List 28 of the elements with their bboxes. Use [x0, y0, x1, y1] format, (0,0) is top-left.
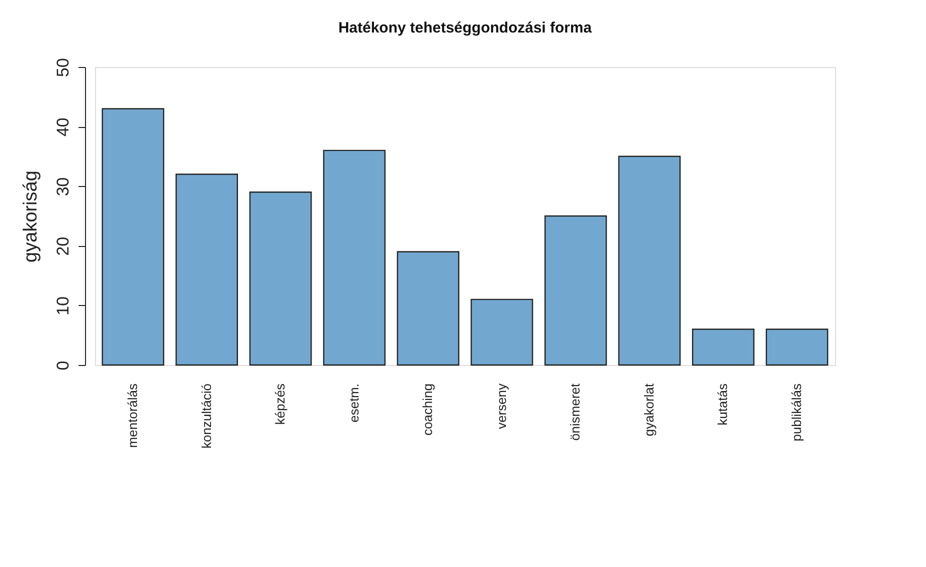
x-tick-label: esetm.: [346, 384, 362, 423]
x-tick-label: képzés: [272, 383, 288, 425]
x-tick-label: gyakorlat: [641, 383, 656, 436]
bar: [249, 192, 312, 366]
x-tick-label: kutatás: [715, 383, 730, 426]
bar: [102, 108, 164, 366]
bar: [692, 328, 754, 366]
x-tick-label: konzultáció: [198, 384, 214, 449]
bar: [323, 150, 386, 366]
bar: [766, 328, 828, 366]
y-tick-label: 20: [54, 236, 72, 256]
chart-title: Hatékony tehetséggondozási forma: [338, 20, 592, 37]
y-tick-label: 50: [54, 58, 72, 77]
y-tick-label: 40: [54, 118, 72, 137]
x-tick-label: mentorálás: [124, 383, 140, 448]
bar: [618, 156, 681, 366]
x-tick-label: publikálás: [789, 383, 804, 442]
x-tick-label: verseny: [494, 383, 509, 430]
y-tick-label: 0: [54, 360, 72, 370]
bar: [176, 174, 238, 366]
y-axis-title: gyakoriság: [20, 170, 42, 262]
bar: [396, 251, 460, 366]
y-tick-label: 10: [54, 296, 72, 316]
y-tick-label: 30: [54, 177, 72, 196]
bar: [470, 298, 534, 366]
bar: [544, 215, 607, 366]
x-tick-label: önismeret: [568, 383, 583, 441]
x-tick-label: coaching: [420, 384, 436, 436]
